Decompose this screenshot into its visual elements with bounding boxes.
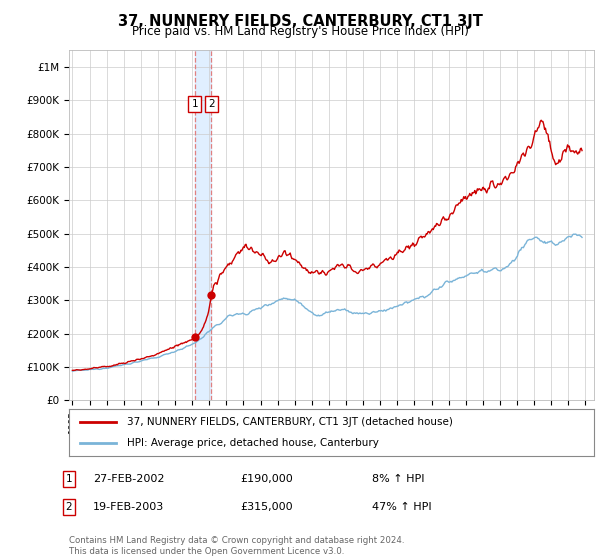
Text: £190,000: £190,000 <box>240 474 293 484</box>
Text: £315,000: £315,000 <box>240 502 293 512</box>
Text: 27-FEB-2002: 27-FEB-2002 <box>93 474 164 484</box>
Text: Price paid vs. HM Land Registry's House Price Index (HPI): Price paid vs. HM Land Registry's House … <box>131 25 469 38</box>
Text: HPI: Average price, detached house, Canterbury: HPI: Average price, detached house, Cant… <box>127 438 379 448</box>
Text: 19-FEB-2003: 19-FEB-2003 <box>93 502 164 512</box>
Text: 1: 1 <box>65 474 73 484</box>
Text: Contains HM Land Registry data © Crown copyright and database right 2024.
This d: Contains HM Land Registry data © Crown c… <box>69 536 404 556</box>
Text: 2: 2 <box>65 502 73 512</box>
Text: 37, NUNNERY FIELDS, CANTERBURY, CT1 3JT (detached house): 37, NUNNERY FIELDS, CANTERBURY, CT1 3JT … <box>127 417 452 427</box>
Text: 8% ↑ HPI: 8% ↑ HPI <box>372 474 425 484</box>
Text: 2: 2 <box>208 99 215 109</box>
Text: 47% ↑ HPI: 47% ↑ HPI <box>372 502 431 512</box>
Text: 1: 1 <box>191 99 198 109</box>
Bar <box>194 50 211 400</box>
Text: 37, NUNNERY FIELDS, CANTERBURY, CT1 3JT: 37, NUNNERY FIELDS, CANTERBURY, CT1 3JT <box>118 14 482 29</box>
